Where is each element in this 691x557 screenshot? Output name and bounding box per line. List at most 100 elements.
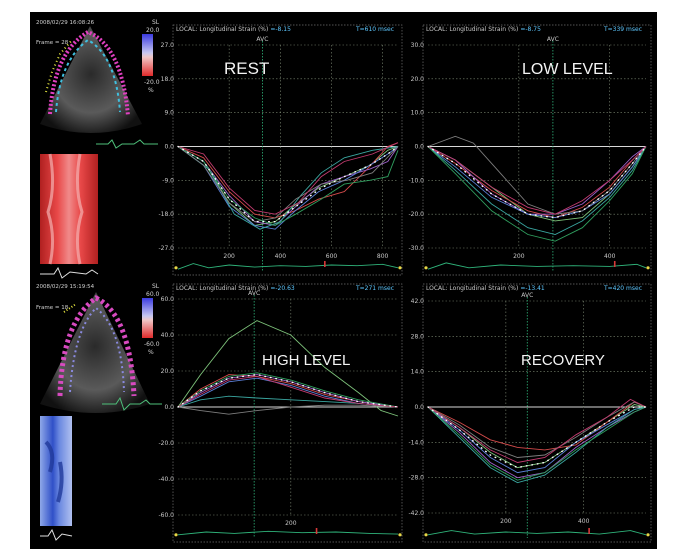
mmode-strip-bottom xyxy=(40,416,72,526)
baseline-trace xyxy=(177,530,399,536)
header-time: T=610 msec xyxy=(355,26,394,33)
chart-3: LOCAL: Longitudinal Strain (%) =-20.63 T=2… xyxy=(158,285,402,538)
chart-1: LOCAL: Longitudinal Strain (%) =-8.15 T=61… xyxy=(158,26,402,271)
x-tick-label: 400 xyxy=(275,253,287,260)
y-tick-label: -10.0 xyxy=(408,177,424,184)
baseline-start-dot xyxy=(424,266,428,270)
header-value: =-8.75 xyxy=(520,26,541,33)
segment-trace-7 xyxy=(177,372,399,408)
y-tick-label: -14.0 xyxy=(408,439,424,446)
x-tick-label: 200 xyxy=(500,518,512,525)
baseline-end-dot xyxy=(398,533,402,537)
x-tick-label: 200 xyxy=(223,253,235,260)
myocardium-strain-overlay-bottom xyxy=(57,295,137,397)
y-tick-label: -42.0 xyxy=(408,510,424,517)
timestamp-bottom: 2008/02/29 15:19:54 xyxy=(36,284,95,290)
segment-trace-4 xyxy=(427,406,647,474)
mmode-pattern-top xyxy=(46,153,84,265)
y-tick-label: -20.0 xyxy=(158,440,174,447)
avc-marker-label: AVC xyxy=(547,36,559,43)
y-tick-label: 20.0 xyxy=(161,368,175,375)
mmode-pattern-bottom xyxy=(44,440,64,503)
echo-panel-bottom: 2008/02/29 15:19:54 Frame = 18 SL 60.0 -… xyxy=(36,283,162,541)
timestamp-top: 2008/02/29 16:08:26 xyxy=(36,20,95,26)
segment-trace-6 xyxy=(177,404,399,415)
baseline-end-dot xyxy=(398,266,402,270)
strain-charts: LOCAL: Longitudinal Strain (%) =-8.15 T=61… xyxy=(158,26,650,538)
chart-header: LOCAL: Longitudinal Strain (%) =-8.15 xyxy=(176,26,291,33)
y-tick-label: 0.0 xyxy=(164,404,174,411)
header-value: =-13.41 xyxy=(520,285,545,292)
avc-marker-label: AVC xyxy=(256,36,268,43)
chart-title: LOW LEVEL xyxy=(522,61,613,78)
echo-panel-top: 2008/02/29 16:08:26 Frame = 28 SL 20.0 -… xyxy=(36,19,160,279)
average-trace xyxy=(177,145,399,223)
x-tick-label: 200 xyxy=(285,520,297,527)
echo-sector-bottom xyxy=(40,292,150,413)
baseline-cursor xyxy=(613,261,616,267)
chart-header: LOCAL: Longitudinal Strain (%) =-13.41 xyxy=(426,285,545,292)
sl-colorbar-bottom xyxy=(142,298,153,338)
y-tick-label: 40.0 xyxy=(161,332,175,339)
y-tick-label: -60.0 xyxy=(158,512,174,519)
avc-marker-label: AVC xyxy=(248,290,260,297)
segment-trace-5 xyxy=(177,395,399,408)
header-label: LOCAL: Longitudinal Strain (%) xyxy=(176,26,268,33)
chart-title: REST xyxy=(224,59,269,78)
sl-scale-min-top: -20.0 xyxy=(144,79,160,86)
y-tick-label: -30.0 xyxy=(408,245,424,252)
myocardium-strain-overlay-top-inner xyxy=(55,38,121,113)
y-tick-label: -20.0 xyxy=(408,211,424,218)
y-tick-label: 14.0 xyxy=(411,369,425,376)
segment-trace-6 xyxy=(427,401,647,458)
y-tick-label: 30.0 xyxy=(411,42,425,49)
sl-scale-unit-top: % xyxy=(148,87,154,94)
myocardium-strain-overlay-bottom-inner xyxy=(69,306,125,393)
y-tick-label: 18.0 xyxy=(161,76,175,83)
frame-label-top: Frame = 28 xyxy=(36,40,69,46)
x-tick-label: 400 xyxy=(578,518,590,525)
baseline-cursor xyxy=(588,528,590,534)
header-label: LOCAL: Longitudinal Strain (%) xyxy=(176,285,268,292)
segment-trace-7 xyxy=(427,146,647,242)
x-tick-label: 200 xyxy=(513,253,525,260)
header-value: =-20.63 xyxy=(270,285,295,292)
baseline-start-dot xyxy=(174,266,178,270)
segment-trace-5 xyxy=(427,146,647,235)
segment-trace-4 xyxy=(427,146,647,219)
y-tick-label: -40.0 xyxy=(158,476,174,483)
segment-trace-5 xyxy=(177,146,399,230)
baseline-trace xyxy=(427,530,647,536)
baseline-start-dot xyxy=(424,533,428,537)
sl-scale-title-top: SL xyxy=(152,19,160,26)
chart-header: LOCAL: Longitudinal Strain (%) =-20.63 xyxy=(176,285,295,292)
segment-trace-4 xyxy=(177,146,399,230)
mmode-ecg-top xyxy=(40,266,99,279)
baseline-start-dot xyxy=(174,533,178,537)
segment-trace-7 xyxy=(177,146,399,226)
chart-header: LOCAL: Longitudinal Strain (%) =-8.75 xyxy=(426,26,541,33)
x-tick-label: 400 xyxy=(604,253,616,260)
avc-marker-label: AVC xyxy=(521,292,533,299)
chart-4: LOCAL: Longitudinal Strain (%) =-13.41 T=4… xyxy=(408,285,650,538)
chart-title: RECOVERY xyxy=(521,352,605,369)
baseline-end-dot xyxy=(646,533,650,537)
y-tick-label: 42.0 xyxy=(411,298,425,305)
y-tick-label: 27.0 xyxy=(161,42,175,49)
y-tick-label: 20.0 xyxy=(411,76,425,83)
echo-sector-top xyxy=(40,26,142,133)
segment-trace-2 xyxy=(427,401,647,451)
sl-colorbar-top xyxy=(142,34,153,76)
sl-scale-max-bottom: 60.0 xyxy=(146,291,160,298)
header-time: T=420 msec xyxy=(603,285,642,292)
x-tick-label: 800 xyxy=(377,253,389,260)
y-tick-label: 9.0 xyxy=(164,110,174,117)
y-tick-label: -27.0 xyxy=(158,245,174,252)
segment-trace-6 xyxy=(177,146,399,223)
frame-recovery xyxy=(422,283,652,543)
segment-trace-8 xyxy=(427,146,647,215)
baseline-trace xyxy=(427,262,647,270)
segment-trace-8 xyxy=(427,398,647,463)
segment-trace-7 xyxy=(427,406,647,481)
y-tick-label: 28.0 xyxy=(411,333,425,340)
